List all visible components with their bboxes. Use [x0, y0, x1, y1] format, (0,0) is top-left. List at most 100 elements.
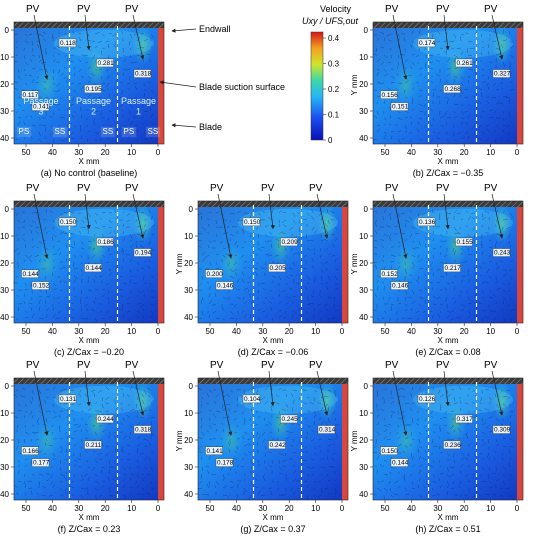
velocity-vector	[94, 131, 99, 135]
velocity-vector	[478, 124, 483, 129]
velocity-vector	[240, 254, 245, 258]
value-label-box	[268, 440, 286, 450]
velocity-vector	[14, 138, 19, 140]
velocity-vector	[119, 275, 124, 277]
endwall-hatch	[14, 201, 164, 207]
velocity-vector	[381, 317, 385, 320]
velocity-vector	[55, 129, 61, 133]
velocity-vector	[320, 406, 324, 412]
velocity-vector	[284, 310, 287, 314]
velocity-vector	[141, 393, 145, 398]
velocity-vector	[52, 138, 55, 143]
velocity-vector	[458, 386, 462, 391]
velocity-vector	[71, 303, 75, 305]
velocity-vector	[382, 296, 385, 300]
velocity-vector	[24, 288, 29, 291]
velocity-vector	[150, 122, 155, 126]
velocity-vector	[271, 480, 275, 483]
velocity-vector	[312, 289, 315, 294]
value-label: 0.131	[60, 396, 77, 403]
endwall-hatch	[198, 201, 348, 207]
velocity-vector	[313, 414, 317, 419]
velocity-vector	[80, 438, 83, 443]
velocity-vector	[50, 124, 54, 128]
pv-arrow	[443, 370, 450, 407]
high-velocity-region	[133, 203, 153, 244]
velocity-vector	[150, 289, 156, 292]
velocity-vector	[438, 216, 441, 221]
velocity-vector	[306, 303, 312, 306]
velocity-vector	[474, 484, 478, 489]
velocity-vector	[264, 386, 268, 391]
velocity-vector	[86, 108, 89, 112]
velocity-vector	[289, 487, 294, 491]
velocity-vector	[38, 258, 41, 263]
velocity-vector	[135, 240, 138, 244]
velocity-vector	[128, 436, 131, 440]
velocity-vector	[71, 480, 75, 483]
velocity-vector	[262, 438, 266, 443]
velocity-vector	[323, 395, 329, 398]
velocity-vector	[65, 243, 68, 249]
y-tick-label: 20	[359, 80, 368, 89]
velocity-vector	[502, 268, 508, 272]
velocity-vector	[94, 431, 97, 436]
velocity-vector	[278, 231, 283, 235]
velocity-vector	[488, 254, 491, 258]
velocity-vector	[198, 245, 203, 249]
endwall-hatch	[14, 22, 164, 28]
velocity-vector	[52, 386, 56, 391]
velocity-vector	[87, 138, 89, 142]
velocity-vector	[105, 82, 110, 88]
velocity-vector	[424, 286, 427, 291]
velocity-vector	[243, 420, 245, 426]
ps-ss-box	[121, 126, 137, 138]
velocity-vector	[486, 138, 490, 141]
velocity-vector	[467, 480, 471, 483]
velocity-vector	[460, 51, 464, 56]
panel-caption: (a) No control (baseline)	[41, 168, 138, 178]
passage-label: Passage	[76, 96, 111, 106]
velocity-vector	[397, 289, 401, 292]
velocity-vector	[382, 254, 385, 258]
velocity-vector	[250, 459, 253, 464]
value-label: 0.151	[392, 104, 409, 111]
upper-flow-region	[413, 385, 513, 414]
velocity-vector	[507, 131, 511, 136]
velocity-vector	[509, 317, 511, 322]
velocity-vector	[283, 211, 287, 214]
velocity-vector	[415, 423, 420, 426]
velocity-vector	[129, 486, 133, 489]
velocity-vector	[229, 480, 234, 483]
velocity-vector	[93, 122, 96, 126]
y-tick-label: 10	[184, 409, 193, 418]
velocity-vector	[404, 403, 410, 405]
velocity-vector	[121, 303, 124, 309]
velocity-vector	[432, 117, 435, 122]
velocity-vector	[493, 30, 497, 35]
blade-strip	[517, 207, 523, 323]
velocity-vector	[142, 307, 145, 312]
velocity-vector	[94, 480, 100, 484]
velocity-vector	[44, 127, 47, 133]
velocity-vector	[201, 396, 204, 400]
pv-label: PV	[26, 183, 40, 194]
velocity-vector	[425, 445, 430, 450]
velocity-vector	[129, 54, 132, 59]
pv-label: PV	[26, 360, 40, 371]
velocity-vector	[229, 466, 231, 471]
velocity-vector	[439, 245, 442, 249]
velocity-vector	[197, 487, 203, 490]
velocity-vector	[474, 394, 476, 398]
velocity-vector	[289, 457, 294, 461]
velocity-vector	[66, 443, 69, 447]
velocity-vector	[149, 59, 152, 63]
velocity-vector	[410, 452, 413, 458]
velocity-vector	[486, 100, 490, 105]
velocity-vector	[478, 138, 483, 140]
velocity-vector	[213, 400, 217, 405]
velocity-vector	[425, 408, 430, 412]
x-tick-label: 20	[460, 148, 469, 157]
velocity-vector	[247, 266, 252, 270]
velocity-vector	[17, 480, 22, 483]
